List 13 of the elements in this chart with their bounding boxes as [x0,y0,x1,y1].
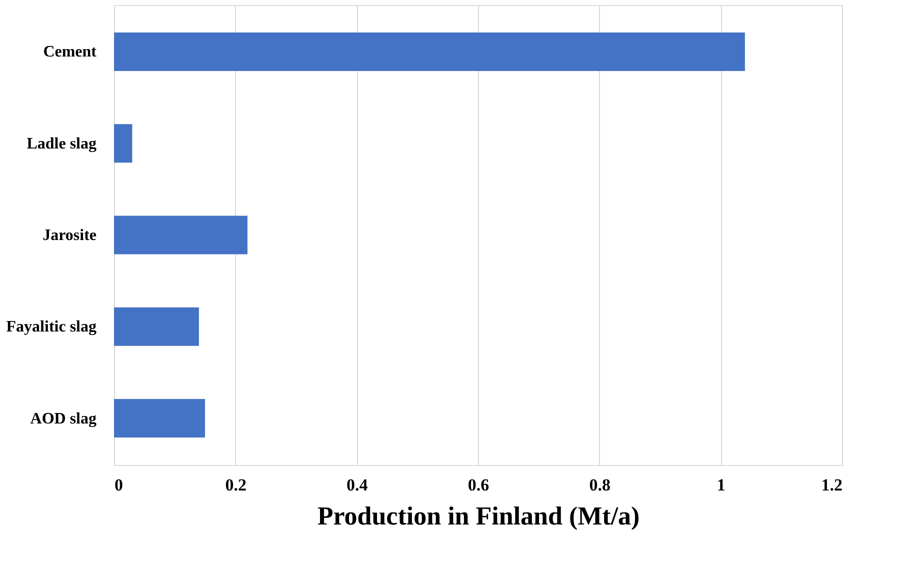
y-tick-label: Jarosite [42,227,96,244]
x-tick-label: 1.2 [821,476,842,494]
y-tick-label: Fayalitic slag [6,318,96,336]
x-tick-label: 0.2 [225,476,246,494]
x-tick-label: 0 [114,476,123,494]
y-tick-label: AOD slag [30,410,96,428]
x-tick-label: 0.8 [589,476,610,494]
x-axis-title: Production in Finland (Mt/a) [317,502,640,530]
y-tick-label: Ladle slag [26,135,96,152]
x-tick-label: 0.6 [468,476,490,494]
y-tick-label: Cement [43,44,98,61]
x-tick-label: 1 [716,476,726,494]
x-tick-label: 0.4 [346,476,368,494]
